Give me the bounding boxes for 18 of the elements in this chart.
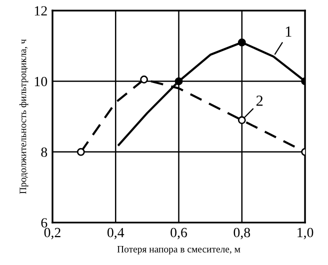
x-tick-label: 0,6 xyxy=(170,228,188,240)
series-label: 1 xyxy=(286,26,292,37)
y-tick-label: 6 xyxy=(41,218,48,228)
y-tick-label: 8 xyxy=(41,148,48,157)
point xyxy=(140,76,148,84)
x-tick-label: 0,8 xyxy=(234,228,250,240)
x-axis-title: Потеря напора в смесителе, м xyxy=(117,246,240,254)
point xyxy=(76,148,85,156)
x-tick-label: 1,0 xyxy=(298,228,314,240)
y-tick-label: 10 xyxy=(34,76,48,86)
y-tick-label: 12 xyxy=(34,6,47,16)
point xyxy=(238,38,246,46)
point xyxy=(174,77,183,86)
x-tick-label: 0,2 xyxy=(44,228,60,240)
point xyxy=(238,116,246,124)
x-tick-label: 0,4 xyxy=(107,228,124,240)
series-label: 2 xyxy=(256,96,263,106)
y-axis-title: Продолжительность фильтроцикла, ч xyxy=(19,39,28,194)
